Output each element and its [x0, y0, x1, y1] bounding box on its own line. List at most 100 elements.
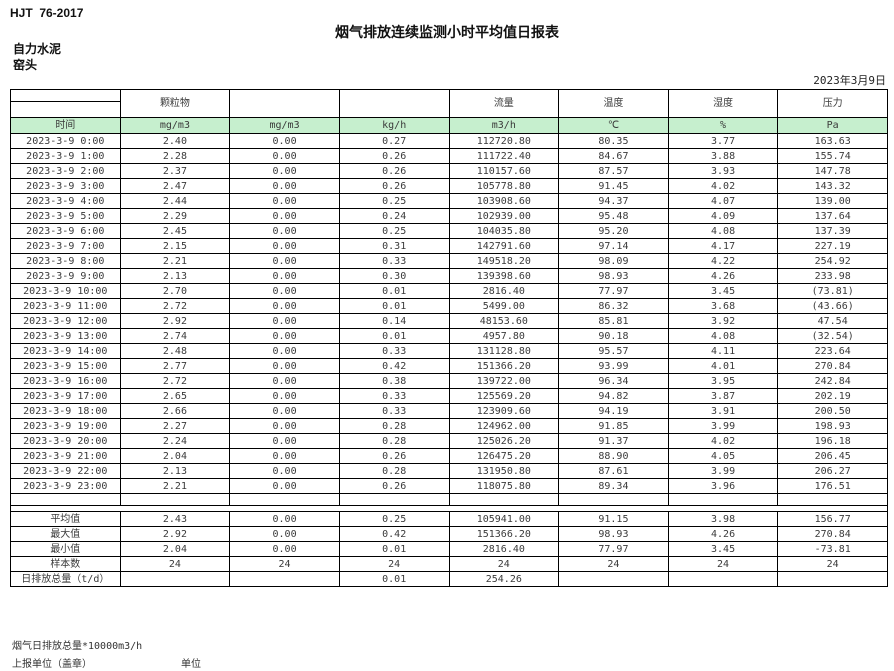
hourly-row: 2023-3-9 16:00 2.72 0.00 0.38 139722.00 96.34… [10, 373, 888, 389]
value-cell: 47.54 [777, 313, 888, 329]
value-cell: 0.00 [229, 463, 340, 479]
value-cell: 2.44 [119, 193, 231, 209]
value-cell: 137.64 [777, 208, 888, 224]
value-cell: 0.00 [229, 253, 340, 269]
value-cell: 2.66 [119, 403, 231, 419]
separator-rows [10, 493, 888, 512]
hourly-row: 2023-3-9 6:00 2.45 0.00 0.25 104035.80 95.20 4… [10, 223, 888, 239]
value-cell: 91.45 [558, 178, 669, 194]
value-cell: 156.77 [777, 511, 888, 527]
value-cell: 94.37 [558, 193, 669, 209]
value-cell: 270.84 [777, 526, 888, 542]
value-cell: 196.18 [777, 433, 888, 449]
time-cell: 最小值 [10, 541, 121, 557]
value-cell: (32.54) [777, 328, 888, 344]
time-cell: 2023-3-9 4:00 [10, 193, 121, 209]
value-cell: 3.68 [667, 298, 779, 314]
col-header-pressure: 压力 [777, 89, 888, 118]
value-cell: 147.78 [777, 163, 888, 179]
value-cell: 0.38 [338, 373, 450, 389]
value-cell: 125569.20 [448, 388, 560, 404]
value-cell: 2.15 [119, 238, 231, 254]
value-cell: 0.26 [338, 178, 450, 194]
value-cell: 155.74 [777, 148, 888, 164]
value-cell: 0.01 [338, 298, 450, 314]
value-cell: 0.00 [229, 526, 340, 542]
value-cell: 0.27 [338, 133, 450, 149]
time-cell: 2023-3-9 11:00 [10, 298, 121, 314]
value-cell: 3.96 [667, 478, 779, 494]
col-header-temperature: 温度 [558, 89, 669, 118]
value-cell: 202.19 [777, 388, 888, 404]
value-cell: 24 [338, 556, 450, 572]
summary-rows: 平均值 2.43 0.00 0.25 105941.00 91.15 3.98 156.77 最… [10, 511, 888, 587]
value-cell: 2.28 [119, 148, 231, 164]
value-cell: 0.00 [229, 298, 340, 314]
value-cell: 142791.60 [448, 238, 560, 254]
value-cell: 0.14 [338, 313, 450, 329]
value-cell: 5499.00 [448, 298, 560, 314]
station-name: 窑头 [13, 58, 38, 72]
summary-row: 最大值 2.92 0.00 0.42 151366.20 98.93 4.26 270.84 [10, 526, 888, 542]
summary-row: 日排放总量（t/d） 0.01 254.26 [10, 571, 888, 587]
value-cell: 2.21 [119, 253, 231, 269]
value-cell: -73.81 [777, 541, 888, 557]
value-cell [558, 571, 669, 587]
time-cell: 2023-3-9 9:00 [10, 268, 121, 284]
value-cell: 139722.00 [448, 373, 560, 389]
hourly-row: 2023-3-9 23:00 2.21 0.00 0.26 118075.80 89.34… [10, 478, 888, 494]
time-cell: 最大值 [10, 526, 121, 542]
value-cell: 94.82 [558, 388, 669, 404]
time-cell: 样本数 [10, 556, 121, 572]
value-cell: 0.42 [338, 526, 450, 542]
value-cell: 3.87 [667, 388, 779, 404]
value-cell: 3.95 [667, 373, 779, 389]
unit-mg-m3-2: mg/m3 [229, 117, 340, 134]
value-cell: 4.08 [667, 223, 779, 239]
hourly-row: 2023-3-9 22:00 2.13 0.00 0.28 131950.80 87.61… [10, 463, 888, 479]
value-cell: 2.37 [119, 163, 231, 179]
value-cell: 91.85 [558, 418, 669, 434]
value-cell: 77.97 [558, 541, 669, 557]
value-cell: 206.45 [777, 448, 888, 464]
time-cell: 2023-3-9 19:00 [10, 418, 121, 434]
hourly-row: 2023-3-9 7:00 2.15 0.00 0.31 142791.60 97.14 4… [10, 238, 888, 254]
col-header-blank-1 [229, 89, 340, 118]
time-cell: 2023-3-9 6:00 [10, 223, 121, 239]
value-cell: 0.00 [229, 478, 340, 494]
flow-total-note: 烟气日排放总量*10000m3/h [12, 641, 143, 652]
value-cell: 2.47 [119, 178, 231, 194]
time-cell: 2023-3-9 2:00 [10, 163, 121, 179]
hourly-row: 2023-3-9 18:00 2.66 0.00 0.33 123909.60 94.19… [10, 403, 888, 419]
value-cell [777, 571, 888, 587]
value-cell: 125026.20 [448, 433, 560, 449]
value-cell: 2.92 [119, 526, 231, 542]
value-cell: 223.64 [777, 343, 888, 359]
value-cell: 0.01 [338, 283, 450, 299]
value-cell: 2816.40 [448, 283, 560, 299]
value-cell: 227.19 [777, 238, 888, 254]
value-cell: 0.00 [229, 238, 340, 254]
value-cell: 104035.80 [448, 223, 560, 239]
value-cell: 105778.80 [448, 178, 560, 194]
value-cell: 0.01 [338, 328, 450, 344]
value-cell: 0.33 [338, 343, 450, 359]
value-cell: 84.67 [558, 148, 669, 164]
hourly-row: 2023-3-9 19:00 2.27 0.00 0.28 124962.00 91.85… [10, 418, 888, 434]
time-cell: 2023-3-9 16:00 [10, 373, 121, 389]
unit-m3-h: m3/h [448, 117, 560, 134]
value-cell: 143.32 [777, 178, 888, 194]
time-cell: 2023-3-9 17:00 [10, 388, 121, 404]
value-cell: 0.00 [229, 163, 340, 179]
value-cell: 151366.20 [448, 358, 560, 374]
value-cell: 0.30 [338, 268, 450, 284]
value-cell: 4.17 [667, 238, 779, 254]
time-cell: 2023-3-9 23:00 [10, 478, 121, 494]
table-header-group: 颗粒物 流量 温度 湿度 压力 时间 mg/m3 mg/m3 kg/h m3/h… [10, 89, 888, 134]
summary-row: 平均值 2.43 0.00 0.25 105941.00 91.15 3.98 156.77 [10, 511, 888, 527]
unit-percent: % [667, 117, 779, 134]
value-cell: 0.25 [338, 511, 450, 527]
group-header-row: 颗粒物 流量 温度 湿度 压力 [10, 89, 888, 118]
value-cell: 254.92 [777, 253, 888, 269]
